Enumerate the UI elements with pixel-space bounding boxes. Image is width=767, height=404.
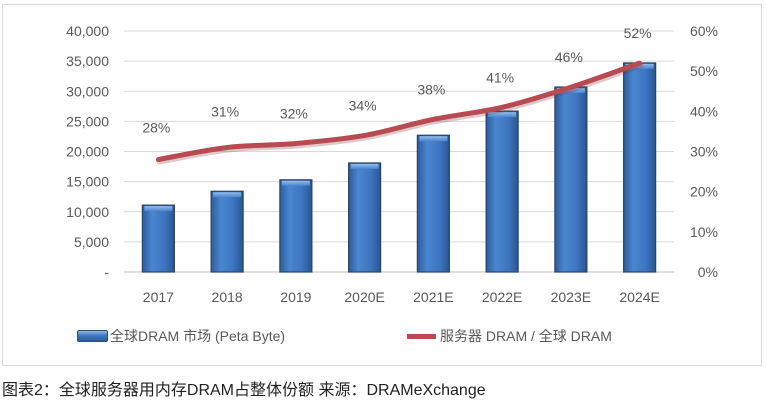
y-right-tick-label: 20%: [690, 184, 718, 200]
y-left-tick-label: 25,000: [66, 113, 109, 129]
bar-highlight: [556, 88, 585, 94]
bar: [554, 86, 588, 273]
x-tick-label: 2022E: [482, 289, 522, 305]
data-label: 32%: [280, 105, 308, 121]
y-left-tick-label: 35,000: [66, 53, 109, 69]
y-left-tick-label: 5,000: [74, 234, 109, 250]
x-tick-label: 2024E: [619, 289, 659, 305]
y-right-tick-label: 10%: [690, 224, 718, 240]
bar: [141, 204, 175, 273]
bar-highlight: [419, 136, 448, 142]
data-label: 52%: [624, 25, 652, 41]
legend-line-swatch: [407, 333, 436, 339]
bar-highlight: [213, 192, 242, 198]
data-label: 46%: [555, 49, 583, 65]
bar: [210, 190, 244, 273]
legend-bar-swatch: [77, 330, 108, 342]
bar: [416, 134, 450, 273]
legend-item-bar: 全球DRAM 市场 (Peta Byte): [77, 326, 285, 346]
legend-bar-label: 全球DRAM 市场 (Peta Byte): [110, 328, 286, 344]
data-label: 31%: [211, 103, 239, 119]
bar: [623, 62, 657, 273]
series-line: [155, 60, 643, 163]
bar: [348, 162, 382, 273]
legend: 全球DRAM 市场 (Peta Byte) 服务器 DRAM / 全球 DRAM: [0, 326, 767, 350]
y-right-tick-label: 60%: [690, 23, 718, 39]
y-left-tick-label: 40,000: [66, 23, 109, 39]
legend-item-line: 服务器 DRAM / 全球 DRAM: [407, 326, 612, 346]
x-tick-label: 2023E: [551, 289, 591, 305]
y-left-tick-label: 30,000: [66, 83, 109, 99]
y-left-tick-label: 15,000: [66, 174, 109, 190]
bar-highlight: [625, 63, 654, 69]
legend-line-label: 服务器 DRAM / 全球 DRAM: [440, 328, 612, 344]
x-tick-label: 2020E: [344, 289, 384, 305]
data-label: 38%: [417, 81, 445, 97]
figure-caption: 图表2：全球服务器用内存DRAM占整体份额 来源：DRAMeXchange: [2, 382, 486, 399]
x-tick-label: 2021E: [413, 289, 453, 305]
bar-highlight: [281, 180, 310, 186]
x-tick-label: 2017: [143, 289, 174, 305]
data-label: 41%: [486, 69, 514, 85]
data-label: 28%: [142, 120, 170, 136]
x-tick-label: 2019: [280, 289, 311, 305]
bar: [485, 110, 519, 273]
y-left-tick-label: 20,000: [66, 144, 109, 160]
x-tick-label: 2018: [212, 289, 243, 305]
bar-highlight: [144, 206, 173, 212]
y-right-tick-label: 50%: [690, 63, 718, 79]
y-right-tick-label: 0%: [698, 264, 718, 280]
y-right-tick-label: 30%: [690, 144, 718, 160]
chart-plot: - 5,000 10,000 15,000 20,000 25,000 30,000 35,0…: [66, 23, 718, 305]
y-right-tick-label: 40%: [690, 103, 718, 119]
bar-highlight: [350, 163, 379, 169]
bar-highlight: [488, 112, 517, 118]
y-left-tick-label: 10,000: [66, 204, 109, 220]
bar: [279, 179, 313, 273]
y-left-tick-label: -: [104, 264, 109, 280]
data-label: 34%: [349, 97, 377, 113]
